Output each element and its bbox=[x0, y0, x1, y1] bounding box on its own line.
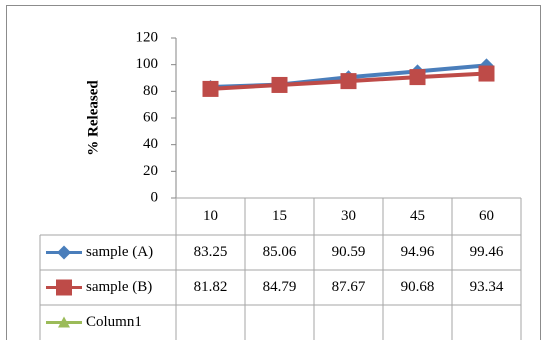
table-value: 85.06 bbox=[263, 244, 297, 260]
legend-label: sample (A) bbox=[86, 244, 153, 260]
marker bbox=[56, 279, 72, 296]
table-value: 99.46 bbox=[470, 244, 504, 260]
table-value: 90.68 bbox=[401, 279, 435, 295]
table-value: 93.34 bbox=[470, 279, 504, 295]
y-tick-label: 0 bbox=[151, 189, 159, 205]
x-tick-label: 30 bbox=[341, 208, 356, 224]
y-axis-label: % Released bbox=[85, 80, 101, 156]
marker bbox=[271, 76, 288, 93]
x-tick-label: 45 bbox=[410, 208, 425, 224]
table-value: 87.67 bbox=[332, 279, 366, 295]
marker bbox=[58, 316, 70, 328]
table-value: 90.59 bbox=[332, 244, 366, 260]
x-tick-label: 60 bbox=[479, 208, 494, 224]
legend-label: sample (B) bbox=[86, 279, 152, 295]
x-tick-label: 10 bbox=[203, 208, 218, 224]
table-value: 94.96 bbox=[401, 244, 435, 260]
y-tick-label: 120 bbox=[136, 29, 159, 45]
y-tick-label: 100 bbox=[136, 56, 159, 72]
legend-label: Column1 bbox=[86, 314, 142, 330]
table-value: 83.25 bbox=[194, 244, 228, 260]
marker bbox=[202, 80, 219, 97]
y-tick-label: 20 bbox=[143, 163, 158, 179]
y-tick-label: 40 bbox=[143, 136, 158, 152]
marker bbox=[409, 69, 426, 86]
marker bbox=[340, 73, 357, 90]
y-tick-label: 60 bbox=[143, 109, 158, 125]
marker bbox=[57, 245, 71, 260]
y-tick-label: 80 bbox=[143, 83, 158, 99]
table-value: 84.79 bbox=[263, 279, 297, 295]
table-value: 81.82 bbox=[194, 279, 228, 295]
x-tick-label: 15 bbox=[272, 208, 287, 224]
marker bbox=[478, 65, 495, 82]
